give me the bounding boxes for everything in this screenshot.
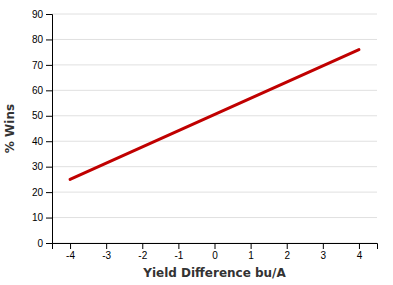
tick-mark [359,243,360,249]
tick: 30 [32,161,52,172]
tick-label: 4 [357,250,363,261]
tick-mark [46,141,52,142]
tick-mark [46,218,52,219]
tick: -2 [138,243,147,261]
tick: 60 [32,85,52,96]
tick-label: -2 [138,250,147,261]
grid-line [52,14,377,15]
chart-container: -4-3-2-1012340102030405060708090Yield Di… [0,0,393,285]
plot-area: -4-3-2-1012340102030405060708090 [32,9,378,261]
tick: -4 [66,243,75,261]
x-axis: -4 -3 -2 -1 0 1 2 3 4 [53,243,378,261]
tick-label: 90 [32,9,44,20]
tick-mark [46,65,52,66]
tick-label: -3 [102,250,111,261]
tick: 90 [32,9,52,20]
tick-mark [251,243,252,249]
tick-label: 60 [32,85,44,96]
tick-mark [287,243,288,249]
grid-line [52,192,377,193]
x-axis-title: Yield Difference bu/A [142,266,286,280]
tick-mark [46,167,52,168]
tick-label: 10 [32,212,44,223]
grid-line [52,217,377,218]
axis-line [53,244,378,250]
tick-mark [46,116,52,117]
tick: 20 [32,187,52,198]
tick: 2 [284,243,290,261]
marks [70,50,359,180]
grid-line [52,141,377,142]
y-axis-title: % Wins [3,104,17,153]
tick-label: 40 [32,136,44,147]
tick-label: 50 [32,110,44,121]
line [70,50,359,180]
chart-svg: -4-3-2-1012340102030405060708090Yield Di… [0,0,393,285]
grid-line [52,39,377,40]
grid [52,14,377,243]
tick: 50 [32,110,52,121]
tick-mark [323,243,324,249]
tick-mark [46,243,52,244]
tick: 40 [32,136,52,147]
tick-mark [178,243,179,249]
tick-label: 70 [32,60,44,71]
tick-label: 30 [32,161,44,172]
tick-mark [46,14,52,15]
tick: 10 [32,212,52,223]
tick: 4 [357,243,363,261]
tick: 80 [32,34,52,45]
tick-mark [142,243,143,249]
tick: 3 [321,243,327,261]
tick: -3 [102,243,111,261]
axis-line [46,15,53,244]
y-axis: 0 10 20 30 40 50 60 70 80 90 [32,9,53,249]
grid-line [52,90,377,91]
tick: -1 [174,243,183,261]
tick-mark [46,90,52,91]
tick: 70 [32,60,52,71]
tick: 1 [248,243,254,261]
tick-mark [46,39,52,40]
tick-label: 1 [248,250,254,261]
tick-mark [70,243,71,249]
tick-mark [215,243,216,249]
tick-mark [106,243,107,249]
tick-label: 0 [37,238,43,249]
tick-label: -1 [174,250,183,261]
tick-label: 20 [32,187,44,198]
tick-label: 2 [284,250,290,261]
tick-label: 3 [321,250,327,261]
tick: 0 [212,243,218,261]
tick: 0 [37,238,52,249]
tick-label: 0 [212,250,218,261]
tick-label: -4 [66,250,75,261]
tick-mark [46,192,52,193]
tick-label: 80 [32,34,44,45]
